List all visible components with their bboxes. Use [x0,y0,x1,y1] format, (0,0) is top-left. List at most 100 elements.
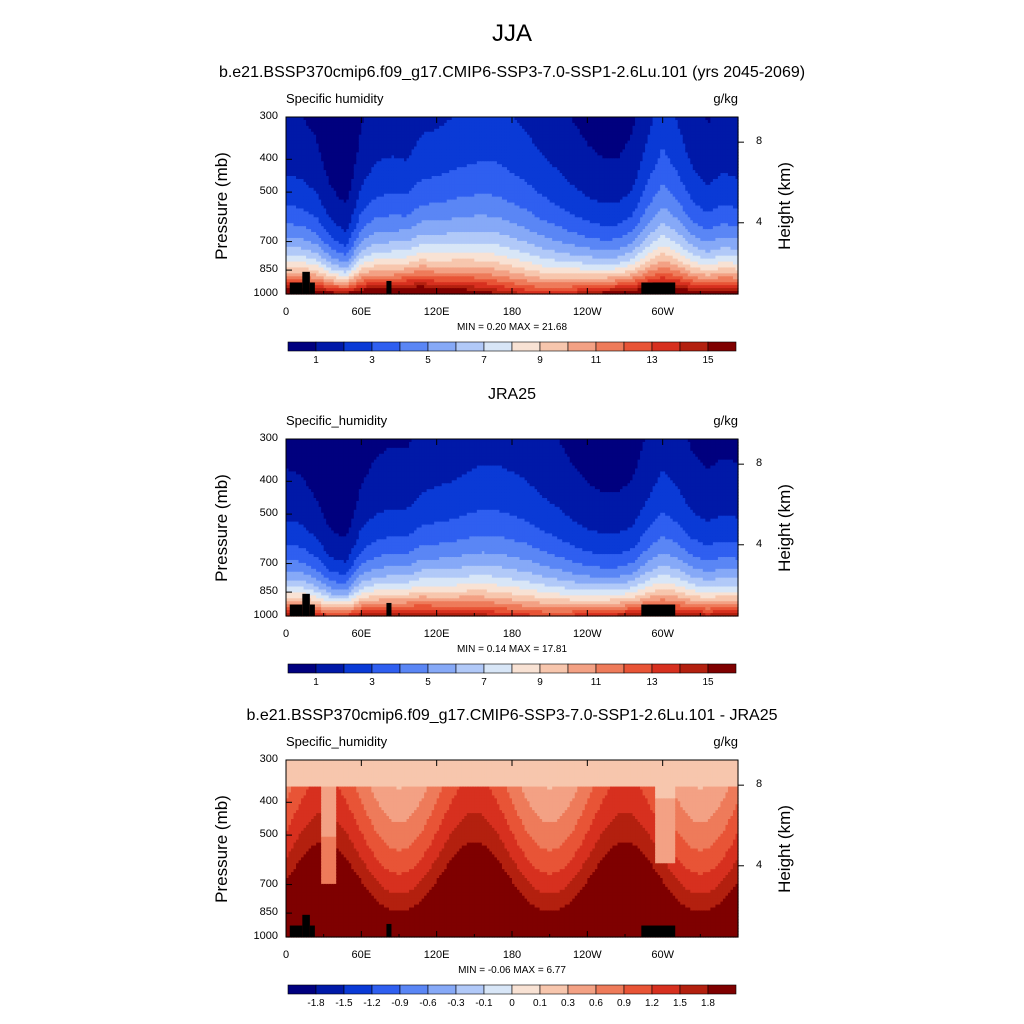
topography-block [289,925,303,937]
colorbar-swatch [399,984,429,995]
colorbar-swatch [595,341,625,352]
x-tick-label: 60E [352,306,372,318]
y-tick-label: 300 [260,753,278,765]
topography-block [386,923,392,937]
units-label: g/kg [713,91,738,106]
y-tick-label: 1000 [254,287,278,299]
colorbar [287,663,737,674]
min-max-label: MIN = 0.20 MAX = 21.68 [457,322,567,333]
colorbar-swatch [539,341,569,352]
panel-title: b.e21.BSSP370cmip6.f09_g17.CMIP6-SSP3-7.… [219,64,805,82]
right-tick-label: 4 [756,859,762,871]
x-tick-label: 60W [651,306,674,318]
y-tick-label: 850 [260,906,278,918]
colorbar-swatch [707,663,737,674]
colorbar-swatch [679,663,709,674]
colorbar-label: 5 [425,355,431,366]
y-tick-label: 300 [260,110,278,122]
colorbar-label: 0 [509,998,515,1009]
y-tick-label: 1000 [254,609,278,621]
colorbar-label: 13 [646,355,657,366]
y-tick-label: 700 [260,235,278,247]
x-tick-label: 0 [283,628,289,640]
colorbar-swatch [623,984,653,995]
topography-block [309,604,315,616]
colorbar-swatch [511,984,541,995]
colorbar [287,341,737,352]
colorbar-label: -1.2 [363,998,380,1009]
colorbar-label: -0.6 [419,998,436,1009]
topography-block [289,282,303,294]
y-tick-label: 850 [260,585,278,597]
colorbar-label: 3 [369,355,375,366]
right-tick-label: 8 [756,457,762,469]
panel-title: JRA25 [488,386,536,404]
x-tick-label: 120E [424,306,450,318]
figure-title: JJA [492,20,532,48]
variable-label: Specific humidity [286,91,384,106]
right-tick-label: 8 [756,135,762,147]
topography-block [309,282,315,294]
colorbar-label: 13 [646,677,657,688]
colorbar-label: 1.2 [645,998,659,1009]
y-tick-label: 400 [260,474,278,486]
colorbar-label: 15 [702,677,713,688]
x-tick-label: 180 [503,949,521,961]
colorbar-swatch [399,341,429,352]
colorbar-swatch [483,984,513,995]
colorbar-label: 11 [591,355,601,366]
colorbar-swatch [511,341,541,352]
colorbar-swatch [651,663,681,674]
y-tick-label: 700 [260,557,278,569]
colorbar-swatch [371,984,401,995]
colorbar-swatch [455,341,485,352]
colorbar-swatch [623,341,653,352]
colorbar-label: 3 [369,677,375,688]
panel-reanalysis [285,438,744,617]
x-tick-label: 60W [651,949,674,961]
topography-block [386,280,392,294]
colorbar-label: 5 [425,677,431,688]
colorbar-swatch [343,663,373,674]
colorbar-label: 7 [481,677,487,688]
x-tick-label: 0 [283,306,289,318]
colorbar-swatch [371,663,401,674]
y-tick-label: 500 [260,507,278,519]
colorbar-swatch [455,984,485,995]
colorbar-label: -1.8 [307,998,324,1009]
colorbar-label: 1.8 [701,998,715,1009]
x-tick-label: 180 [503,628,521,640]
colorbar-swatch [567,341,597,352]
colorbar-swatch [539,984,569,995]
colorbar-swatch [679,984,709,995]
topography-block [641,925,676,937]
colorbar-swatch [371,341,401,352]
x-tick-label: 120W [573,628,602,640]
variable-label: Specific_humidity [286,413,387,428]
colorbar-label: 11 [591,677,601,688]
colorbar-swatch [315,663,345,674]
colorbar-swatch [287,663,317,674]
colorbar-swatch [595,984,625,995]
colorbar-label: -0.9 [391,998,408,1009]
x-tick-label: 120E [424,949,450,961]
colorbar-label: 0.6 [589,998,603,1009]
colorbar-label: 0.3 [561,998,575,1009]
right-tick-label: 4 [756,538,762,550]
colorbar-swatch [707,341,737,352]
colorbar-swatch [399,663,429,674]
colorbar-swatch [567,663,597,674]
topography-block [309,925,315,937]
colorbar-label: -0.3 [447,998,464,1009]
colorbar-label: 1 [313,355,319,366]
colorbar-label: 7 [481,355,487,366]
y-tick-label: 500 [260,828,278,840]
y-tick-label: 500 [260,185,278,197]
x-tick-label: 60E [352,628,372,640]
min-max-label: MIN = 0.14 MAX = 17.81 [457,644,567,655]
colorbar-swatch [511,663,541,674]
colorbar-swatch [427,984,457,995]
right-tick-label: 4 [756,216,762,228]
colorbar-swatch [567,984,597,995]
